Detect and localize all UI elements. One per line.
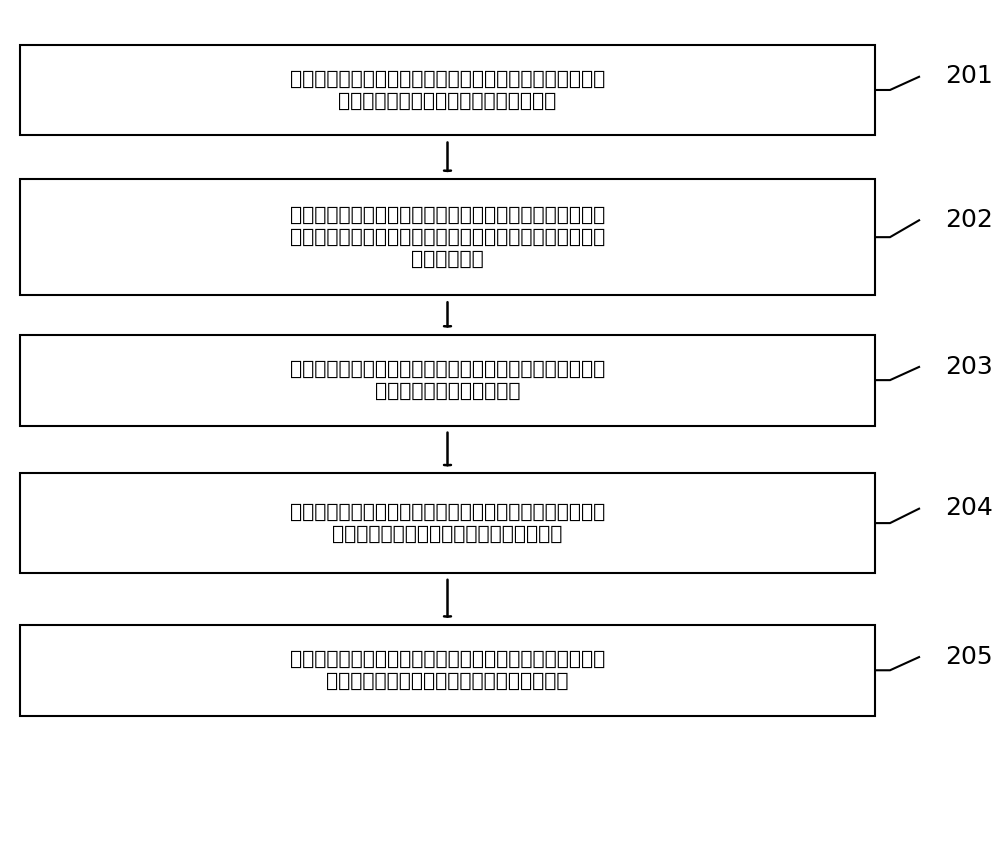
- Bar: [20, 473, 875, 573]
- Text: 结合至少一个座位在临时块中的位置关系和变形参数，对至
少一个座位间的排布进行所述类型的变形操作: 结合至少一个座位在临时块中的位置关系和变形参数，对至 少一个座位间的排布进行所述…: [290, 650, 605, 690]
- Text: 201: 201: [945, 65, 993, 88]
- Bar: [20, 179, 875, 295]
- Text: 202: 202: [945, 208, 993, 232]
- Text: 204: 204: [945, 496, 993, 521]
- Text: 在座位图界面上显示变形滑块列表，该变形滑块列表包括至
少一个变形滑块，其中，一个变形滑块对应一种类型的座位
排布变形操作: 在座位图界面上显示变形滑块列表，该变形滑块列表包括至 少一个变形滑块，其中，一个…: [290, 206, 605, 268]
- Bar: [20, 335, 875, 426]
- Text: 根据被滑动的变形滑块和滑动方向，确定座位排布变形操作
的类型，并获取与所述类型绑定的变形参数: 根据被滑动的变形滑块和滑动方向，确定座位排布变形操作 的类型，并获取与所述类型绑…: [290, 503, 605, 543]
- Text: 响应于座位图界面上的座位选择操作，确定被选择的至少一
个座位；其中，至少一个座位形成临时块: 响应于座位图界面上的座位选择操作，确定被选择的至少一 个座位；其中，至少一个座位…: [290, 70, 605, 110]
- Text: 203: 203: [945, 355, 993, 378]
- Text: 响应于用户对变形滑块列表中变形滑块的滑动操作，确定被
滑动的变形滑块和滑动方向: 响应于用户对变形滑块列表中变形滑块的滑动操作，确定被 滑动的变形滑块和滑动方向: [290, 360, 605, 400]
- Bar: [20, 45, 875, 135]
- Bar: [20, 625, 875, 716]
- Text: 205: 205: [945, 645, 993, 669]
